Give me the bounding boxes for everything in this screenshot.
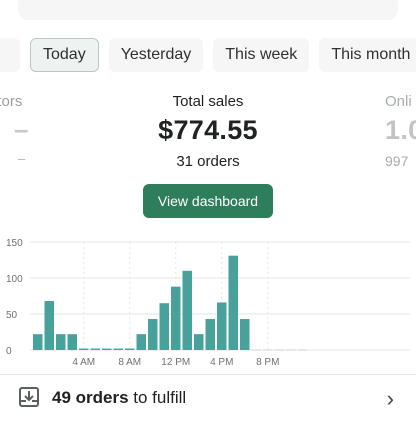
date-range-tabs: Today Yesterday This week This month [0,38,416,74]
online-metric[interactable]: Onli 1.0 997 [385,92,416,169]
total-sales-label: Total sales [172,93,244,110]
bar [113,348,123,350]
metrics-carousel: itors – – Total sales $774.55 31 orders … [0,92,416,182]
bar [44,301,54,350]
x-tick-label: 8 PM [256,357,279,368]
orders-to-fulfill-row[interactable]: 49 orders to fulfill › [0,374,416,421]
tab-previous[interactable] [0,38,20,72]
y-tick-label: 150 [6,238,23,249]
bar [159,303,169,350]
y-tick-label: 100 [6,274,23,285]
bar [79,348,89,350]
tab-yesterday[interactable]: Yesterday [108,38,204,72]
orders-count: 31 orders [176,153,240,170]
visitors-value: – [14,114,29,144]
bar [90,348,100,350]
bar [228,255,238,350]
bar [194,334,204,350]
online-value: 1.0 [385,115,416,145]
online-label: Onli [385,93,412,110]
tab-this-week[interactable]: This week [213,38,310,72]
bar [67,334,77,350]
chevron-right-icon: › [386,386,394,411]
bar [136,334,146,350]
bar [125,348,135,350]
bar [182,270,192,350]
bar [148,319,158,350]
bar [56,334,66,350]
fulfill-rest: to fulfill [128,388,187,407]
x-tick-label: 12 PM [161,357,190,368]
x-tick-label: 4 PM [210,357,233,368]
tab-today[interactable]: Today [30,38,99,72]
search-bar[interactable] [18,0,398,20]
bar [171,286,181,350]
download-tray-icon [19,387,39,407]
bar [205,319,215,350]
online-sub: 997 [385,153,409,169]
visitors-label: itors [0,93,23,110]
tab-this-month[interactable]: This month [319,38,416,72]
sales-bar-chart: 150 100 50 0 4 AM 8 AM 12 PM 4 PM 8 PM [6,238,410,368]
bar [217,302,227,350]
bar [102,348,112,350]
y-tick-label: 0 [6,346,12,357]
fulfill-count: 49 orders [52,388,129,407]
bar [33,334,43,350]
total-sales-value: $774.55 [158,115,258,145]
visitors-sub: – [18,151,26,166]
fulfill-text: 49 orders to fulfill [52,388,186,408]
y-tick-label: 50 [6,310,18,321]
bar [240,319,250,350]
view-dashboard-button[interactable]: View dashboard [143,184,273,218]
visitors-metric[interactable]: itors – – [0,92,54,166]
x-tick-label: 4 AM [72,357,95,368]
total-sales-metric: Total sales $774.55 31 orders [108,92,308,170]
x-tick-label: 8 AM [118,357,141,368]
